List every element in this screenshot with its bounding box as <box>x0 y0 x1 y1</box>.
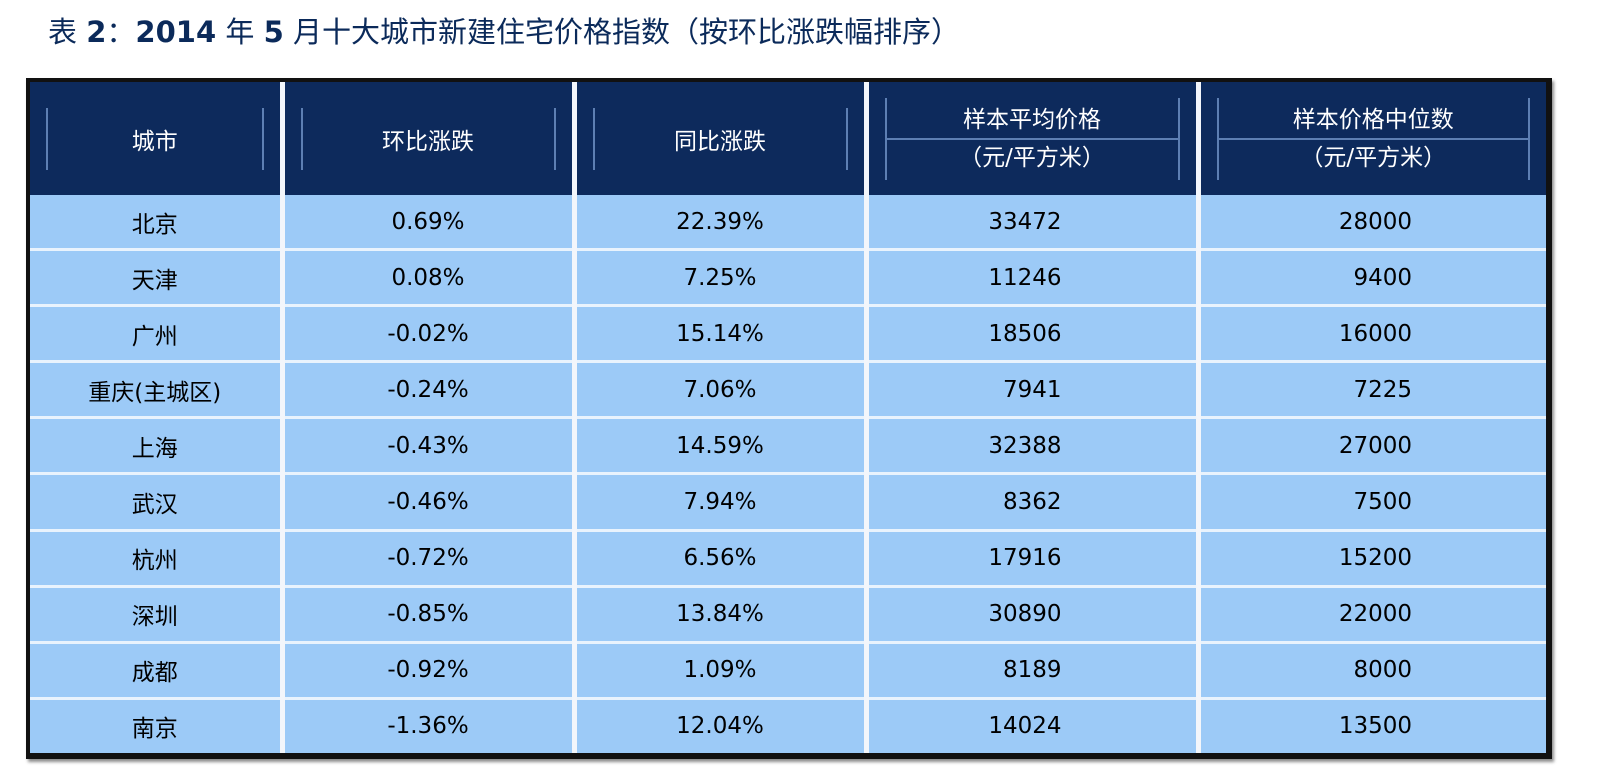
table-row: 成都 -0.92% 1.09% 8189 8000 <box>30 640 1546 699</box>
header-mom-cell: 环比涨跌 <box>300 107 556 170</box>
header-median-price-label: 样本价格中位数 <box>1218 102 1528 140</box>
mom-change-cell: -0.43% <box>282 416 577 474</box>
table-row: 北京 0.69% 22.39% 33472 28000 <box>30 195 1546 250</box>
yoy-change-cell: 14.59% <box>574 416 869 474</box>
header-yoy-label: 同比涨跌 <box>674 128 766 155</box>
yoy-change-cell: 22.39% <box>574 195 869 250</box>
mom-change-cell: -0.85% <box>282 584 577 643</box>
table-row: 武汉 -0.46% 7.94% 8362 7500 <box>30 472 1546 531</box>
caption-year: 2014 <box>135 15 217 49</box>
header-row: 城市 环比涨跌 同比涨跌 样本平均价格 （元/平方米） 样本价格中位数 <box>30 82 1546 195</box>
avg-price-cell: 11246 <box>866 248 1201 306</box>
city-cell: 深圳 <box>30 584 285 643</box>
yoy-change-cell: 15.14% <box>574 304 869 362</box>
table-header: 城市 环比涨跌 同比涨跌 样本平均价格 （元/平方米） 样本价格中位数 <box>30 82 1546 195</box>
median-price-cell: 8000 <box>1198 640 1546 699</box>
city-cell: 北京 <box>30 195 285 250</box>
caption-table-number: 2 <box>86 15 107 49</box>
yoy-change-cell: 7.94% <box>574 472 869 531</box>
yoy-change-cell: 12.04% <box>574 696 869 753</box>
median-price-cell: 9400 <box>1198 248 1546 306</box>
avg-price-cell: 32388 <box>866 416 1201 474</box>
mom-change-cell: -0.72% <box>282 528 577 587</box>
header-yoy-cell: 同比涨跌 <box>592 107 848 170</box>
mom-change-cell: -0.02% <box>282 304 577 362</box>
header-city-cell: 城市 <box>46 107 264 170</box>
median-price-cell: 28000 <box>1198 195 1546 250</box>
header-city-label: 城市 <box>131 128 178 155</box>
median-price-cell: 7500 <box>1198 472 1546 531</box>
median-price-cell: 13500 <box>1198 696 1546 753</box>
header-avg-price-cell: 样本平均价格 （元/平方米） <box>884 97 1180 180</box>
mom-change-cell: -1.36% <box>282 696 577 753</box>
caption-text-1: 年 <box>216 15 264 49</box>
city-cell: 上海 <box>30 416 285 474</box>
price-index-table-frame: 城市 环比涨跌 同比涨跌 样本平均价格 （元/平方米） 样本价格中位数 <box>26 78 1552 759</box>
header-mom-label: 环比涨跌 <box>382 128 474 155</box>
city-cell: 天津 <box>30 248 285 306</box>
header-median-price-cell: 样本价格中位数 （元/平方米） <box>1216 97 1530 180</box>
header-yoy: 同比涨跌 <box>574 82 869 195</box>
caption-prefix: 表 <box>48 15 87 49</box>
header-avg-price-label: 样本平均价格 <box>886 102 1178 140</box>
city-cell: 南京 <box>30 696 285 753</box>
mom-change-cell: -0.46% <box>282 472 577 531</box>
header-mom: 环比涨跌 <box>282 82 577 195</box>
avg-price-cell: 7941 <box>866 360 1201 418</box>
avg-price-cell: 30890 <box>866 584 1201 643</box>
city-cell: 杭州 <box>30 528 285 587</box>
mom-change-cell: 0.08% <box>282 248 577 306</box>
city-cell: 武汉 <box>30 472 285 531</box>
yoy-change-cell: 13.84% <box>574 584 869 643</box>
table-row: 广州 -0.02% 15.14% 18506 16000 <box>30 304 1546 362</box>
yoy-change-cell: 7.06% <box>574 360 869 418</box>
median-price-cell: 27000 <box>1198 416 1546 474</box>
caption-month: 5 <box>263 15 284 49</box>
avg-price-cell: 18506 <box>866 304 1201 362</box>
mom-change-cell: 0.69% <box>282 195 577 250</box>
yoy-change-cell: 1.09% <box>574 640 869 699</box>
mom-change-cell: -0.24% <box>282 360 577 418</box>
header-median-price: 样本价格中位数 （元/平方米） <box>1198 82 1546 195</box>
table-row: 杭州 -0.72% 6.56% 17916 15200 <box>30 528 1546 587</box>
city-cell: 成都 <box>30 640 285 699</box>
table-body: 北京 0.69% 22.39% 33472 28000 天津 0.08% 7.2… <box>30 195 1546 753</box>
header-city: 城市 <box>30 82 285 195</box>
avg-price-cell: 17916 <box>866 528 1201 587</box>
table-row: 南京 -1.36% 12.04% 14024 13500 <box>30 696 1546 753</box>
median-price-cell: 7225 <box>1198 360 1546 418</box>
avg-price-cell: 14024 <box>866 696 1201 753</box>
caption-text-2: 月十大城市新建住宅价格指数（按环比涨跌幅排序） <box>283 15 960 49</box>
avg-price-cell: 8362 <box>866 472 1201 531</box>
table-row: 深圳 -0.85% 13.84% 30890 22000 <box>30 584 1546 643</box>
avg-price-cell: 33472 <box>866 195 1201 250</box>
yoy-change-cell: 7.25% <box>574 248 869 306</box>
header-median-price-unit: （元/平方米） <box>1300 144 1447 171</box>
median-price-cell: 16000 <box>1198 304 1546 362</box>
caption-separator: ： <box>106 15 136 49</box>
avg-price-cell: 8189 <box>866 640 1201 699</box>
table-row: 天津 0.08% 7.25% 11246 9400 <box>30 248 1546 306</box>
price-index-table: 城市 环比涨跌 同比涨跌 样本平均价格 （元/平方米） 样本价格中位数 <box>30 82 1546 753</box>
header-avg-price-unit: （元/平方米） <box>959 144 1105 171</box>
table-row: 上海 -0.43% 14.59% 32388 27000 <box>30 416 1546 474</box>
yoy-change-cell: 6.56% <box>574 528 869 587</box>
header-avg-price: 样本平均价格 （元/平方米） <box>866 82 1201 195</box>
table-row: 重庆(主城区) -0.24% 7.06% 7941 7225 <box>30 360 1546 418</box>
table-caption: 表 2：2014 年 5 月十大城市新建住宅价格指数（按环比涨跌幅排序） <box>48 10 960 54</box>
median-price-cell: 22000 <box>1198 584 1546 643</box>
mom-change-cell: -0.92% <box>282 640 577 699</box>
city-cell: 重庆(主城区) <box>30 360 285 418</box>
median-price-cell: 15200 <box>1198 528 1546 587</box>
city-cell: 广州 <box>30 304 285 362</box>
